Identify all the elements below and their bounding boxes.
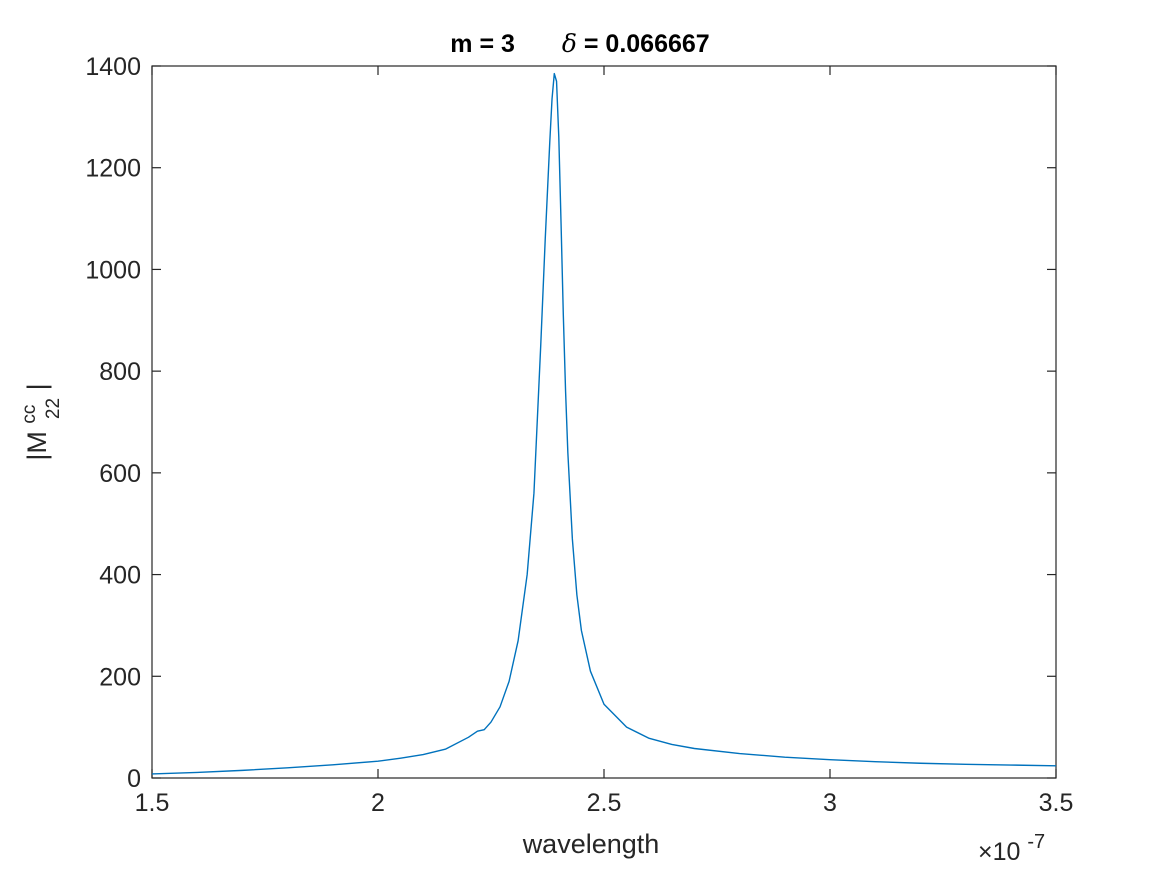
x-exponent-times: ×10	[978, 838, 1020, 866]
y-tick-label-6: 1200	[85, 155, 141, 183]
y-label-sub: 22	[43, 398, 64, 419]
axis-ticks	[151, 65, 1057, 779]
y-tick-label-5: 1000	[85, 256, 141, 284]
y-tick-label-1: 200	[99, 663, 141, 691]
y-tick-labels: 0 200 400 600 800 1000 1200 1400	[85, 53, 141, 793]
x-tick-label-3: 3	[823, 789, 837, 817]
title-suffix: = 0.066667	[584, 30, 710, 58]
series-line-0	[151, 72, 1057, 775]
title-delta-symbol: δ	[562, 29, 577, 58]
x-tick-label-4: 3.5	[1039, 789, 1074, 817]
x-tick-label-2: 2.5	[587, 789, 622, 817]
y-label-base: |M	[22, 431, 52, 461]
y-tick-label-2: 400	[99, 562, 141, 590]
x-tick-labels: 1.5 2 2.5 3 3.5	[135, 789, 1074, 817]
y-tick-label-0: 0	[127, 765, 141, 793]
y-tick-label-4: 800	[99, 358, 141, 386]
y-axis-label: |M cc 22 |	[11, 383, 65, 460]
x-axis-label: wavelength	[522, 829, 660, 859]
chart-title: m = 3 δ = 0.066667	[450, 29, 709, 58]
series-layer	[151, 72, 1057, 775]
y-label-close: |	[22, 383, 52, 390]
x-tick-label-1: 2	[371, 789, 385, 817]
y-tick-label-3: 600	[99, 460, 141, 488]
y-tick-label-7: 1400	[85, 53, 141, 81]
x-axis-exponent: ×10 -7	[978, 831, 1045, 866]
x-exponent-power: -7	[1027, 831, 1045, 853]
title-prefix: m = 3	[450, 30, 515, 58]
x-tick-label-0: 1.5	[135, 789, 170, 817]
y-label-sup: cc	[19, 405, 40, 424]
